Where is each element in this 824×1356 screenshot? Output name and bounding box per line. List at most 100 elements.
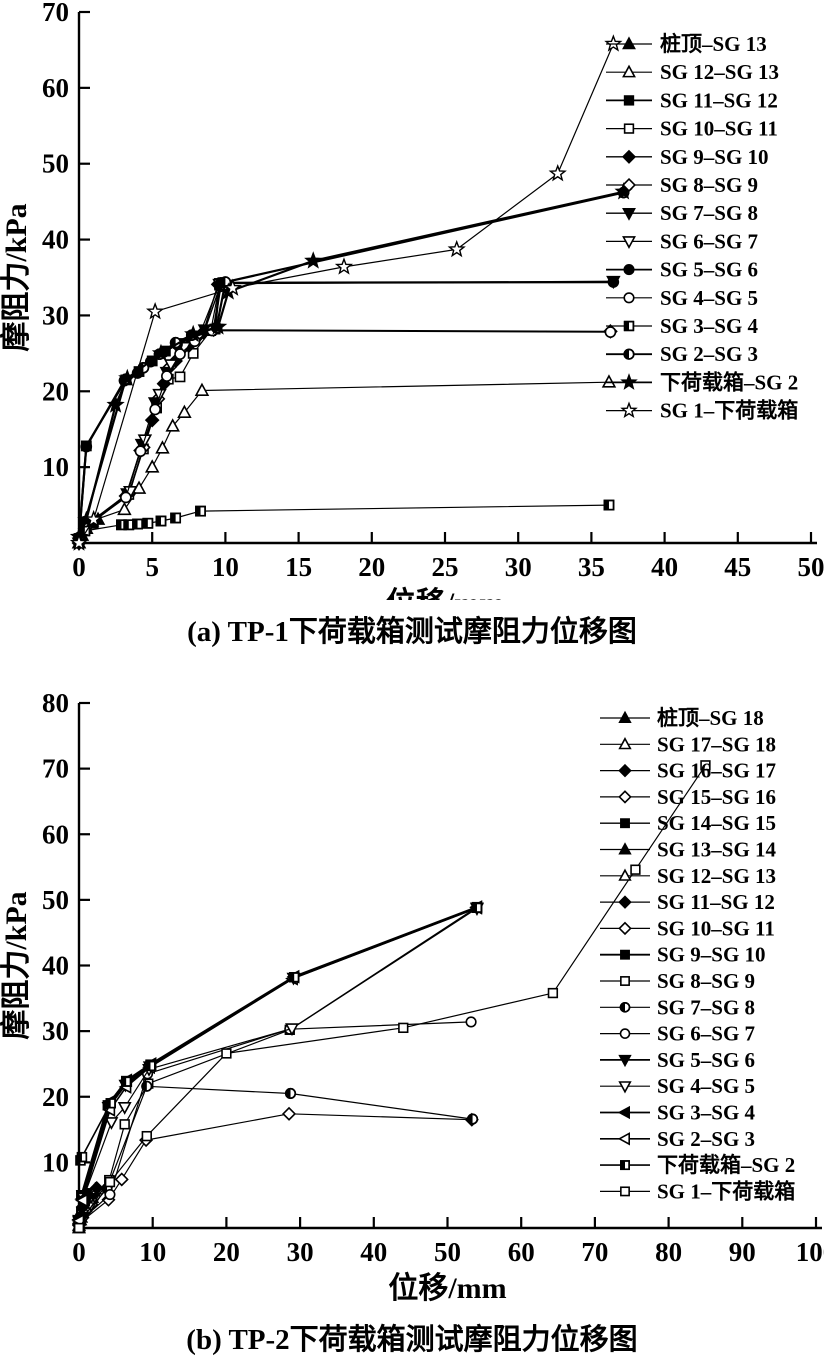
marker-half-square <box>170 512 182 524</box>
marker-open-square <box>119 1119 130 1130</box>
marker-open-circle <box>161 370 173 382</box>
marker-open-triangle-up <box>601 374 617 388</box>
marker-open-circle <box>604 326 617 338</box>
series-SG 2–SG 3 <box>71 900 483 1228</box>
legend-item-SG 4–SG 5: SG 4–SG 5 <box>606 286 758 310</box>
legend: 桩顶–SG 13 SG 12–SG 13 SG 11–SG 12 SG 10–SG 1… <box>606 32 798 423</box>
legend-item-SG 15–SG 16: SG 15–SG 16 <box>600 785 776 809</box>
series-line <box>78 284 219 544</box>
x-tick-label: 60 <box>508 1237 535 1267</box>
x-tick-label: 20 <box>358 552 385 582</box>
marker-filled-triangle-down <box>622 207 636 221</box>
legend-item-SG 5–SG 6: SG 5–SG 6 <box>600 1048 755 1072</box>
marker-open-triangle-up <box>177 404 192 418</box>
marker-filled-diamond <box>89 1180 104 1195</box>
marker-open-star <box>334 257 354 275</box>
legend-item-SG 1–下荷载箱: SG 1–下荷载箱 <box>606 399 798 423</box>
marker-half-square <box>623 320 635 332</box>
marker-open-triangle-down <box>117 1102 132 1115</box>
series-line <box>78 906 478 1223</box>
y-tick-label: 60 <box>42 73 69 103</box>
series-line <box>78 906 478 1226</box>
legend-item-SG 1–下荷载箱: SG 1–下荷载箱 <box>600 1179 795 1203</box>
legend-item-SG 16–SG 17: SG 16–SG 17 <box>600 759 776 783</box>
legend-item-SG 6–SG 7: SG 6–SG 7 <box>600 1022 755 1046</box>
marker-open-triangle-up <box>194 382 210 396</box>
marker-open-star <box>145 302 165 320</box>
marker-filled-star <box>151 343 171 362</box>
series-SG 7–SG 8 <box>73 1080 479 1227</box>
marker-open-square <box>73 1222 85 1234</box>
legend-label: SG 2–SG 3 <box>660 342 758 366</box>
marker-half-square <box>76 1151 88 1163</box>
marker-filled-triangle-up <box>618 842 632 855</box>
series-SG 11–SG 12 <box>73 278 225 544</box>
series-line <box>78 907 478 1222</box>
legend-item-SG 3–SG 4: SG 3–SG 4 <box>600 1101 756 1125</box>
series-SG 8–SG 9 <box>73 901 483 1230</box>
x-tick-label: 5 <box>145 552 159 582</box>
marker-open-diamond <box>618 921 632 936</box>
series-SG 1–下荷载箱 <box>69 34 623 551</box>
marker-filled-star <box>304 251 323 269</box>
series-line <box>78 284 221 544</box>
marker-open-circle <box>134 445 147 458</box>
legend-item-SG 9–SG 10: SG 9–SG 10 <box>600 943 766 967</box>
marker-filled-square <box>620 949 630 960</box>
y-axis-label: 摩阻力/kPa <box>0 203 33 351</box>
legend-item-SG 6–SG 7: SG 6–SG 7 <box>606 229 758 253</box>
chart-a-canvas: 0 5 10 15 20 25 30 35 40 45 50 10 20 30 40 50 60 70 位移/mm 摩… <box>0 0 824 600</box>
marker-half-circle <box>284 1087 297 1100</box>
chart-b-canvas: 0 10 20 30 40 50 60 70 80 90 100 10 20 30 40 50 60 70 80 位移… <box>0 688 824 1305</box>
y-tick-label: 70 <box>42 754 69 784</box>
legend-item-SG 2–SG 3: SG 2–SG 3 <box>606 342 758 366</box>
marker-open-circle <box>619 1028 631 1039</box>
legend-label: SG 3–SG 4 <box>660 314 759 338</box>
legend-label: 桩顶–SG 13 <box>660 32 767 56</box>
legend-label: SG 4–SG 5 <box>660 286 758 310</box>
marker-open-circle <box>174 348 186 360</box>
series-下荷载箱–SG 2 <box>75 902 483 1166</box>
marker-half-square <box>105 1098 116 1109</box>
marker-open-circle <box>465 1016 477 1028</box>
marker-filled-circle <box>607 276 620 288</box>
marker-filled-diamond <box>618 763 632 778</box>
x-tick-label: 0 <box>72 1237 86 1267</box>
y-tick-label: 20 <box>42 376 69 406</box>
marker-half-square <box>620 1160 630 1171</box>
marker-open-star <box>84 509 103 528</box>
marker-half-square <box>123 519 135 531</box>
legend-label: SG 12–SG 13 <box>660 60 779 84</box>
marker-half-circle <box>467 1113 479 1125</box>
axes: 0 5 10 15 20 25 30 35 40 45 50 10 20 30 40 50 60 70 位移/mm 摩… <box>0 0 824 600</box>
marker-filled-square <box>620 818 630 829</box>
marker-half-circle <box>623 348 635 360</box>
marker-open-square <box>547 987 559 999</box>
legend-item-SG 5–SG 6: SG 5–SG 6 <box>606 258 758 282</box>
series-SG 9–SG 10 <box>73 902 483 1228</box>
legend-item-SG 8–SG 9: SG 8–SG 9 <box>606 173 758 197</box>
legend-label: SG 4–SG 5 <box>657 1074 755 1098</box>
legend-item-SG 17–SG 18: SG 17–SG 18 <box>600 732 776 756</box>
legend-label: SG 12–SG 13 <box>657 864 776 888</box>
marker-open-square <box>141 1130 152 1142</box>
chart-b-caption: (b) TP-2下荷载箱测试摩阻力位移图 <box>186 1324 638 1356</box>
marker-open-square <box>620 1186 630 1197</box>
marker-open-star <box>548 163 567 182</box>
y-tick-label: 70 <box>42 0 69 27</box>
marker-open-triangle-up <box>622 64 636 78</box>
series-SG 6–SG 7 <box>73 1016 477 1228</box>
legend-label: 下荷载箱–SG 2 <box>657 1153 795 1177</box>
marker-open-triangle-left <box>617 1132 630 1146</box>
marker-half-square <box>603 499 615 511</box>
legend-item-SG 11–SG 12: SG 11–SG 12 <box>606 88 778 112</box>
legend-label: 下荷载箱–SG 2 <box>660 370 798 394</box>
series-line <box>78 329 611 544</box>
series-line <box>78 1113 472 1224</box>
series-line <box>78 764 706 1229</box>
x-axis-label: 位移/mm <box>386 586 504 600</box>
marker-half-circle <box>619 1001 631 1013</box>
legend-label: SG 7–SG 8 <box>660 201 758 225</box>
y-tick-label: 80 <box>42 688 69 718</box>
